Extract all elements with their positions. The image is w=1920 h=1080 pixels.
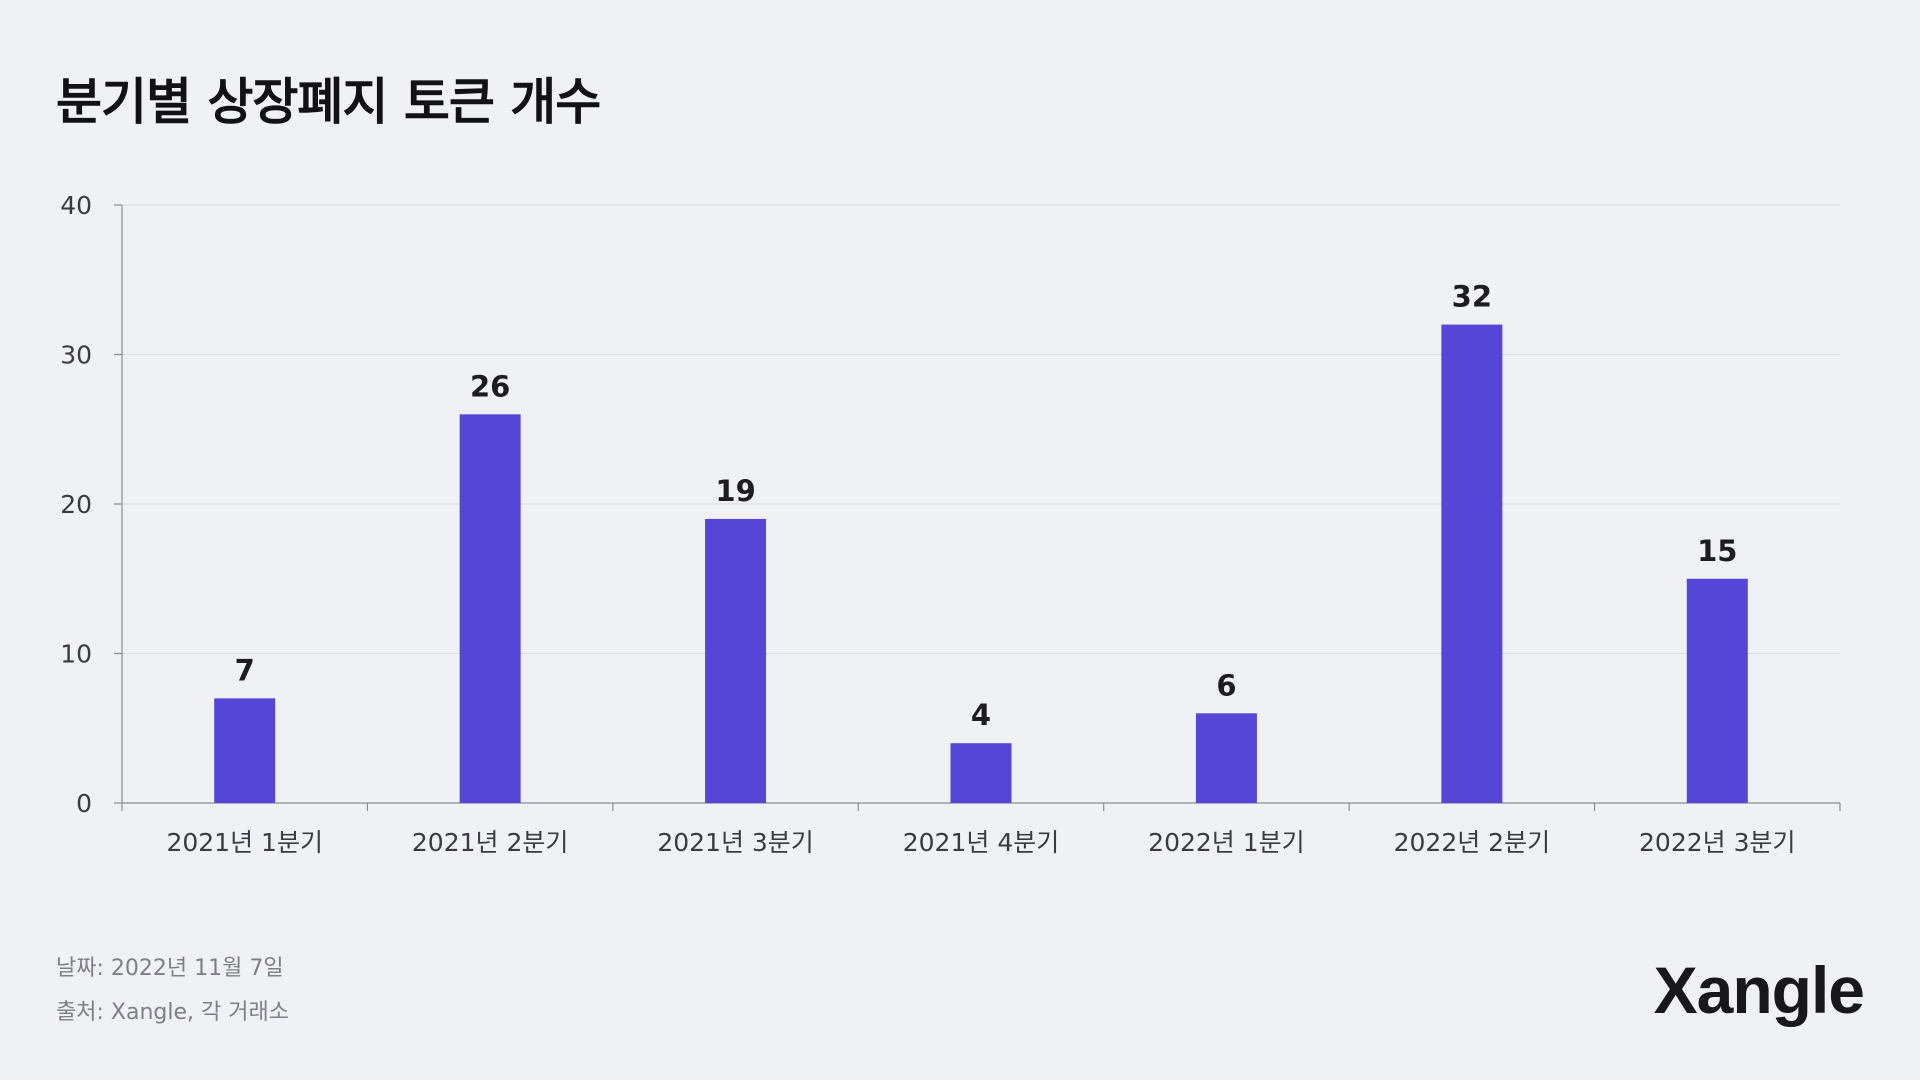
chart-title: 분기별 상장폐지 토큰 개수 <box>56 73 601 131</box>
y-tick-label: 40 <box>60 191 92 220</box>
y-tick-label: 10 <box>60 640 92 669</box>
bar-value-label: 32 <box>1452 280 1492 314</box>
bar-value-label: 26 <box>470 369 510 403</box>
bar <box>705 518 767 803</box>
bar <box>459 414 521 803</box>
bar <box>950 743 1012 803</box>
y-tick-label: 20 <box>60 490 92 519</box>
bar-value-label: 4 <box>971 698 991 732</box>
footer-source: 출처: Xangle, 각 거래소 <box>56 1000 289 1025</box>
bar <box>1686 578 1748 803</box>
y-tick-label: 30 <box>60 341 92 370</box>
x-tick-label: 2022년 3분기 <box>1639 828 1795 857</box>
bar-value-label: 19 <box>715 474 755 508</box>
bar <box>1195 713 1257 803</box>
x-tick-label: 2021년 2분기 <box>412 828 568 857</box>
bar-value-label: 6 <box>1216 668 1236 702</box>
bar <box>1441 324 1503 803</box>
x-tick-label: 2021년 1분기 <box>166 828 322 857</box>
x-tick-label: 2022년 1분기 <box>1148 828 1304 857</box>
x-tick-label: 2021년 4분기 <box>903 828 1059 857</box>
footer-date: 날짜: 2022년 11월 7일 <box>56 956 284 981</box>
bar <box>214 698 276 803</box>
x-tick-label: 2021년 3분기 <box>657 828 813 857</box>
bar-value-label: 7 <box>235 653 255 687</box>
bar-value-label: 15 <box>1697 534 1737 568</box>
y-tick-label: 0 <box>76 789 92 818</box>
xangle-logo: Xangle <box>1653 953 1865 1027</box>
x-tick-label: 2022년 2분기 <box>1394 828 1550 857</box>
